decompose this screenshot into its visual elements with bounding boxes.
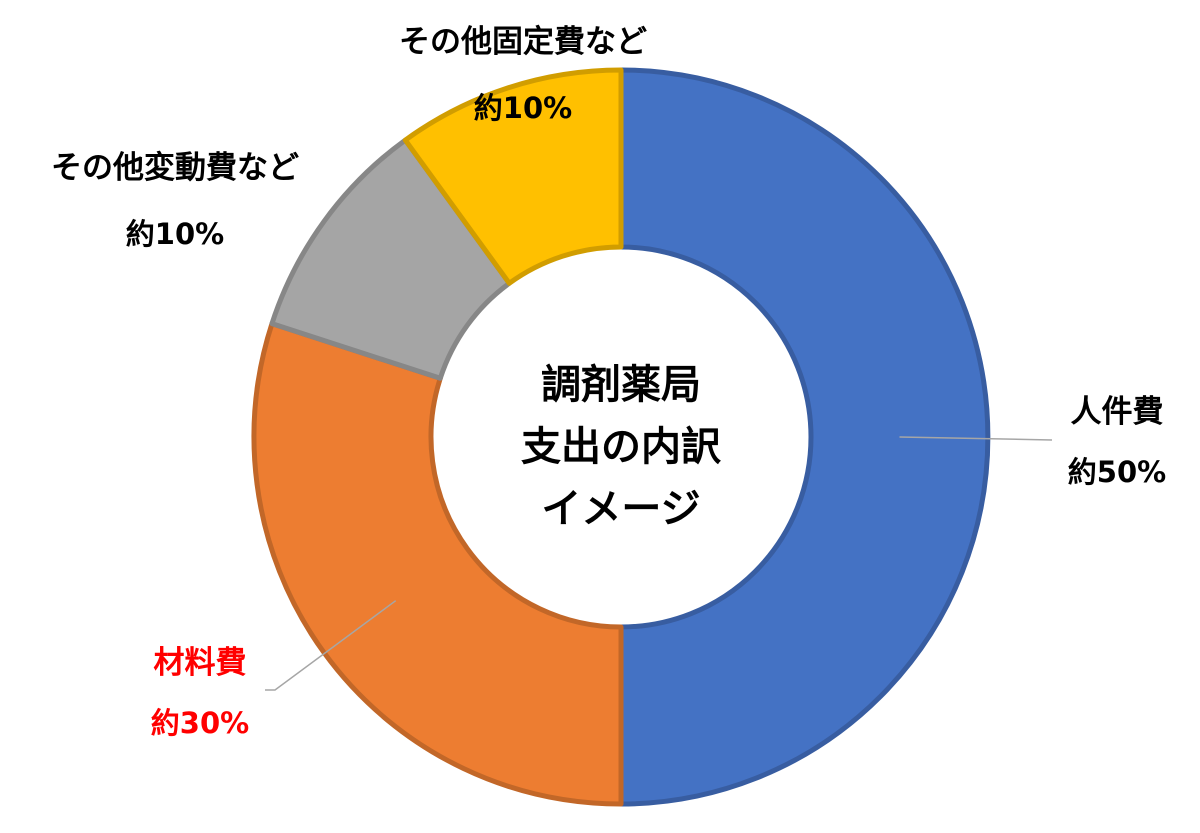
donut-slices: [251, 67, 991, 807]
donut-slice-personnel: [618, 67, 991, 807]
leader-line-materials: [265, 600, 397, 691]
donut-slice-materials: [251, 321, 624, 807]
slice-value-personnel: 約50%: [1068, 455, 1166, 489]
slice-value-other-fixed: 約10%: [474, 91, 572, 125]
slice-name-materials: 材料費: [154, 645, 247, 681]
slice-name-other-variable: その他変動費など: [51, 150, 299, 186]
slice-name-personnel: 人件費: [1071, 394, 1164, 430]
center-text-line-2: 支出の内訳: [521, 424, 722, 470]
leader-line-personnel: [899, 436, 1053, 441]
slice-value-materials: 約30%: [151, 706, 249, 740]
slice-name-other-fixed: その他固定費など: [399, 24, 647, 60]
donut-slice-other-fixed: [402, 67, 624, 286]
slice-value-other-variable: 約10%: [126, 217, 224, 251]
leader-lines: [265, 436, 1053, 691]
center-text-line-3: イメージ: [541, 486, 700, 532]
center-text-line-1: 調剤薬局: [541, 362, 701, 408]
